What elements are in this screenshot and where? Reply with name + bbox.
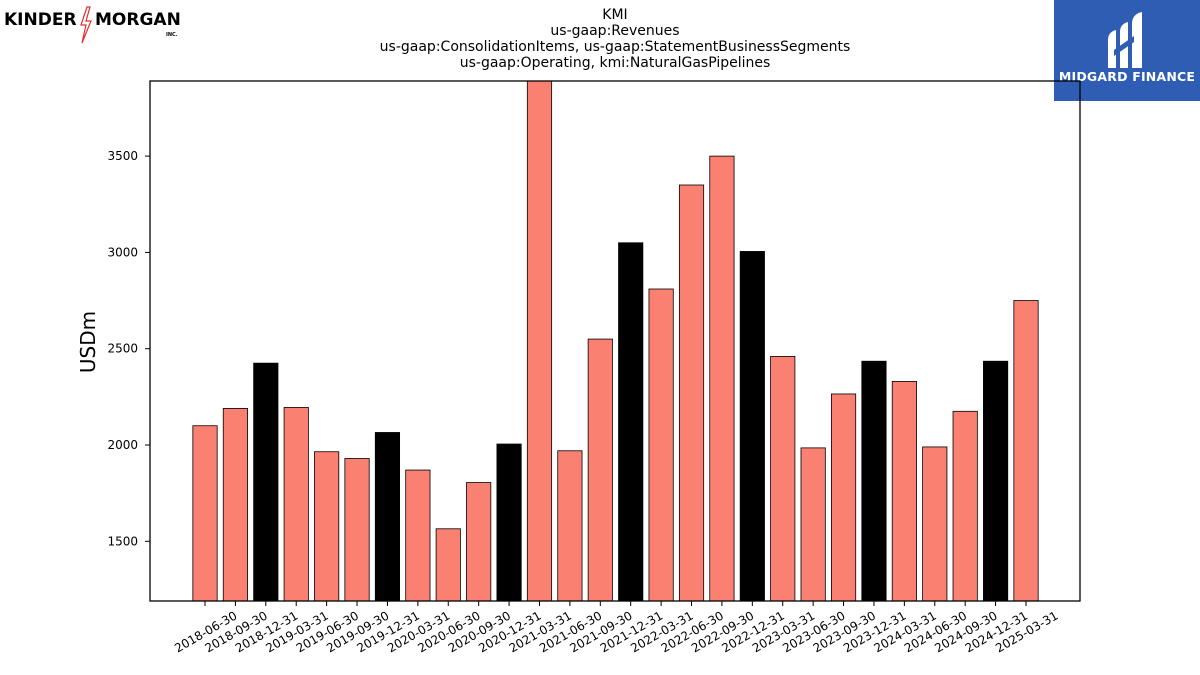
midgard-finance-logo: MIDGARD FINANCE xyxy=(1054,0,1200,101)
bar-2018-06-30 xyxy=(192,425,218,602)
bar-2022-09-30 xyxy=(709,155,735,602)
bar-2023-12-31 xyxy=(861,360,887,602)
bar-2024-09-30 xyxy=(952,410,978,602)
y-tick-label: 3000 xyxy=(107,245,138,259)
bar-2021-03-31 xyxy=(526,80,553,602)
chart-title-line: KMI xyxy=(602,7,628,23)
chart-title-line: us-gaap:Revenues xyxy=(550,23,680,39)
bar-2020-03-31 xyxy=(405,469,431,602)
bar-2020-06-30 xyxy=(435,528,461,602)
bar-2020-09-30 xyxy=(466,482,492,602)
y-tick-label: 3500 xyxy=(107,149,138,163)
bar-2021-09-30 xyxy=(587,338,613,602)
chart-title-line: us-gaap:ConsolidationItems, us-gaap:Stat… xyxy=(379,39,851,55)
bar-2023-09-30 xyxy=(830,393,857,602)
bar-2024-12-31 xyxy=(983,360,1009,602)
bar-2020-12-31 xyxy=(496,443,522,602)
bar-2022-12-31 xyxy=(739,251,765,602)
y-tick-label: 2500 xyxy=(107,342,138,356)
bar-2024-03-31 xyxy=(891,381,917,602)
kinder-logo-inc: INC. xyxy=(166,32,178,38)
bar-2019-09-30 xyxy=(344,458,370,602)
chart-title-line: us-gaap:Operating, kmi:NaturalGasPipelin… xyxy=(459,55,771,71)
midgard-logo-text: MIDGARD FINANCE xyxy=(1058,69,1196,84)
lightning-bolt-icon xyxy=(80,6,92,44)
bar-2018-09-30 xyxy=(222,408,248,602)
chart-title: KMI us-gaap:Revenues us-gaap:Consolidati… xyxy=(365,7,865,71)
bar-2022-06-30 xyxy=(678,184,705,602)
kinder-morgan-logo: KINDER MORGAN INC. xyxy=(4,6,184,44)
bars-group xyxy=(192,80,1039,602)
kinder-logo-left: KINDER xyxy=(4,10,77,30)
bar-2021-06-30 xyxy=(557,450,583,602)
y-axis-label: USDm xyxy=(76,311,100,373)
bar-2022-03-31 xyxy=(648,288,674,602)
plot-frame xyxy=(149,80,1081,602)
y-tick-label: 2000 xyxy=(107,438,138,452)
bar-2019-03-31 xyxy=(283,407,309,602)
kinder-logo-right: MORGAN xyxy=(95,10,181,30)
bar-2021-12-31 xyxy=(618,242,644,602)
bar-2025-03-31 xyxy=(1013,300,1039,602)
bar-2023-03-31 xyxy=(770,356,796,602)
bar-2018-12-31 xyxy=(253,362,279,602)
y-tick-label: 1500 xyxy=(107,534,138,548)
bar-2019-12-31 xyxy=(374,432,401,602)
midgard-mark-icon xyxy=(1108,12,1142,68)
bar-2024-06-30 xyxy=(922,446,948,602)
bar-2023-06-30 xyxy=(800,447,826,602)
bar-2019-06-30 xyxy=(314,451,340,602)
